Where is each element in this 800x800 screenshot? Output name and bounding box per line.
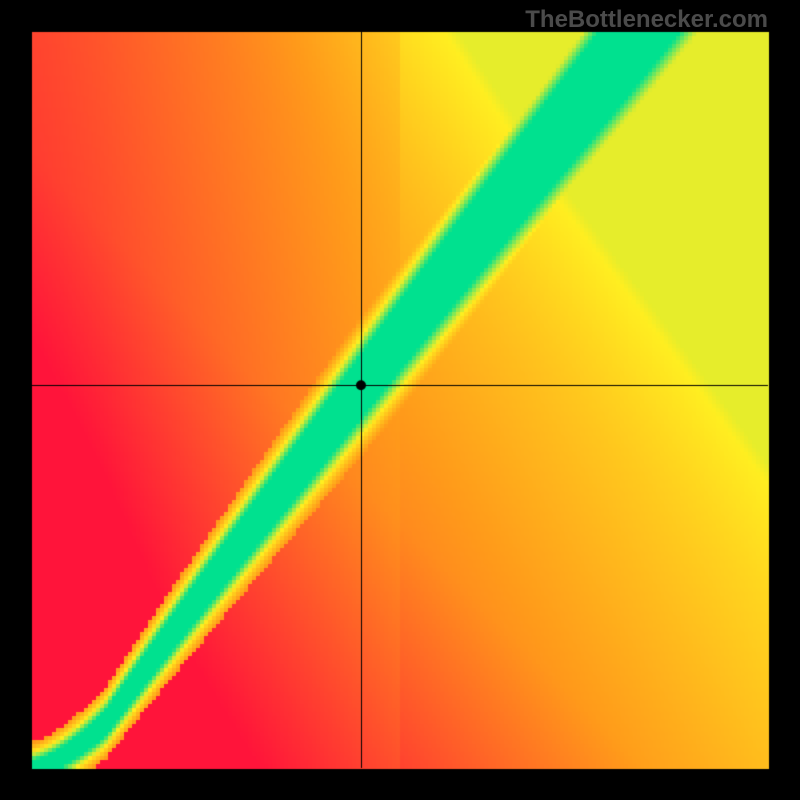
watermark-text: TheBottlenecker.com	[525, 6, 768, 34]
bottleneck-heatmap	[0, 0, 800, 800]
